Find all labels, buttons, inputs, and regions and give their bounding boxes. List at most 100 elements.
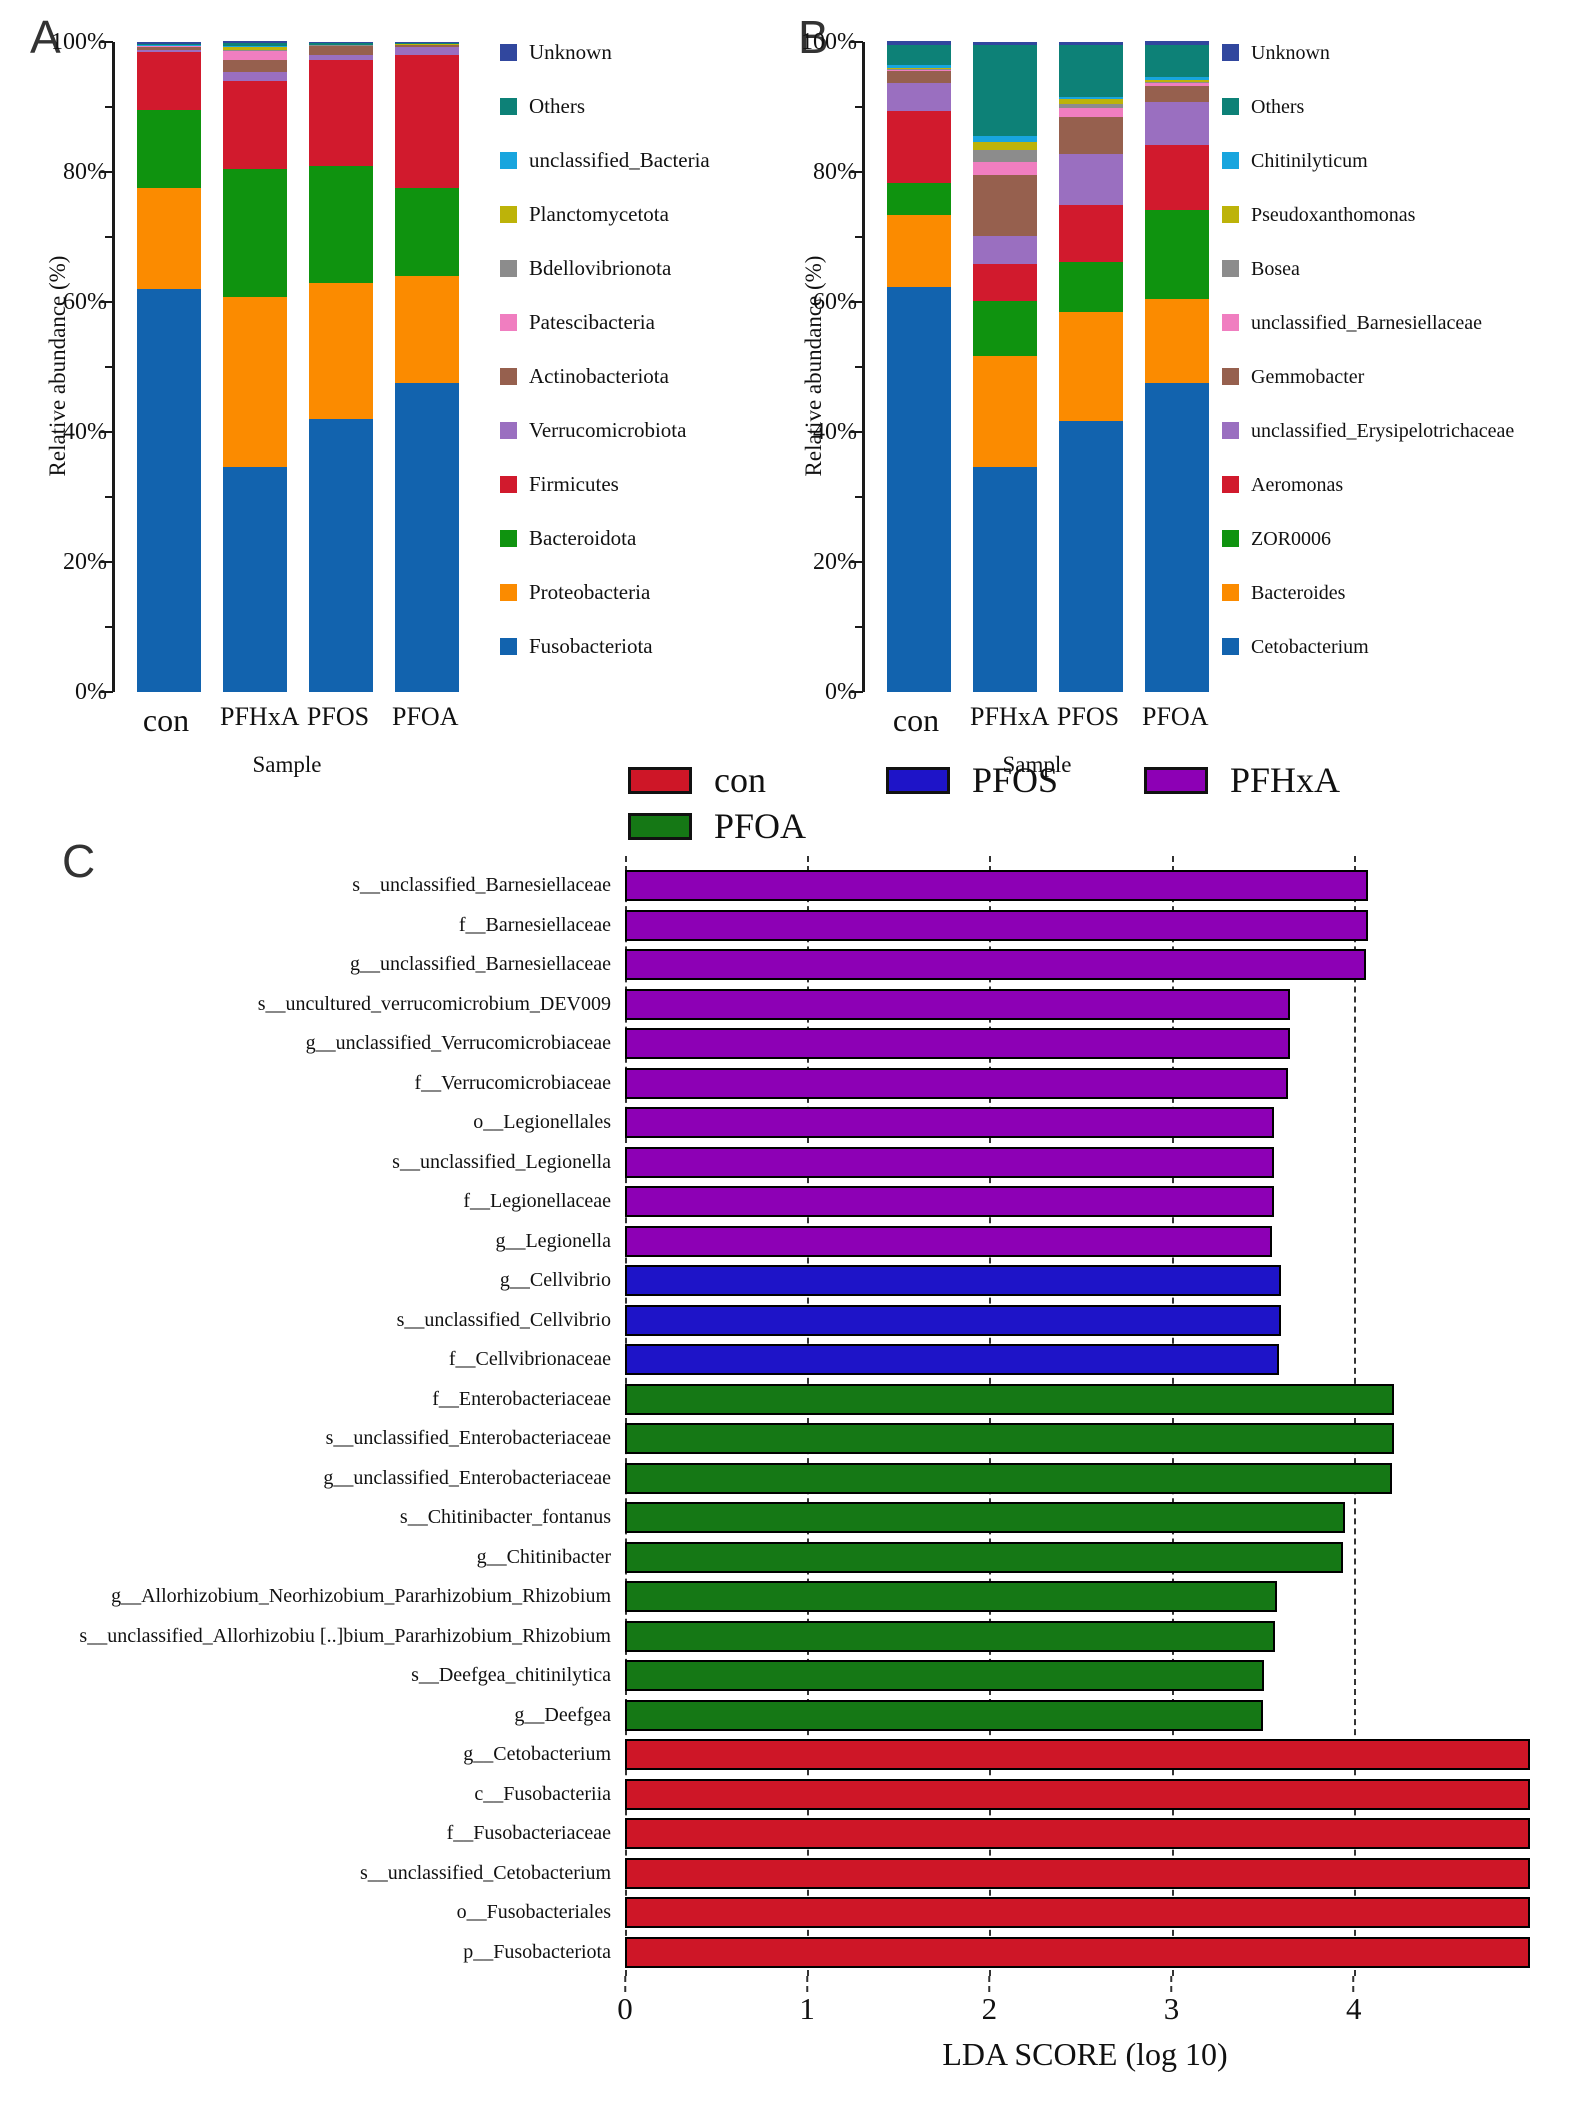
legend-label: Verrucomicrobiota (529, 418, 687, 442)
lda-row: o__Legionellales (40, 1103, 1545, 1143)
legend-swatch-icon (500, 368, 517, 385)
segment-Bacteroides (887, 214, 951, 288)
lda-row: f__Legionellaceae (40, 1182, 1545, 1222)
lda-row-label: s__Chitinibacter_fontanus (399, 1506, 611, 1529)
lda-legend-label: PFHxA (1230, 760, 1341, 800)
legend-item-Unknown: Unknown (500, 42, 710, 63)
lda-row-label: g__Deefgea (514, 1703, 611, 1726)
lda-bar-PFOA (625, 1383, 1394, 1415)
y-tick-mark (850, 171, 863, 173)
lda-row-label: c__Fusobacteriia (474, 1782, 611, 1805)
legend-swatch-icon (1222, 422, 1239, 439)
x-category-label: PFOS (306, 702, 370, 731)
panel-c-label: C (62, 835, 96, 887)
legend-swatch-icon (500, 152, 517, 169)
legend-item-Pseudoxanthomonas: Pseudoxanthomonas (1222, 203, 1514, 226)
segment-Unknown (1145, 41, 1209, 45)
segment-Others (309, 43, 373, 45)
lda-row: g__Deefgea (40, 1696, 1545, 1736)
lda-row-label: p__Fusobacteriota (463, 1940, 611, 1963)
lda-row: s__unclassified_Enterobacteriaceae (40, 1419, 1545, 1459)
segment-Unknown (887, 41, 951, 45)
stacked-bar-PFHxA (973, 42, 1037, 692)
lda-bar-track (625, 1423, 1545, 1455)
segment-Verrucomicrobiota (137, 49, 201, 52)
gridline-2 (989, 856, 992, 1976)
lda-bar-track (625, 1660, 1545, 1692)
segment-ZOR0006 (1145, 210, 1209, 299)
lda-bar-track (625, 1699, 1545, 1731)
lda-row: s__unclassified_Allorhizobiu [..]bium_Pa… (40, 1617, 1545, 1657)
lda-row-label: g__Legionella (495, 1229, 611, 1252)
lda-bar-PFOA (625, 1462, 1392, 1494)
segment-Gemmobacter (1145, 85, 1209, 103)
segment-Pseudoxanthomonas (887, 68, 951, 70)
segment-Bacteroidota (137, 109, 201, 188)
lda-legend-swatch-icon (628, 812, 692, 840)
segment-Gemmobacter (887, 71, 951, 83)
lda-bar-track (625, 1778, 1545, 1810)
segment-Unknown (973, 42, 1037, 46)
segment-Others (395, 43, 459, 45)
lda-row-label: s__unclassified_Cellvibrio (396, 1308, 611, 1331)
legend-swatch-icon (500, 44, 517, 61)
legend-swatch-icon (500, 422, 517, 439)
segment-unclassified_Erysipelotrichaceae (973, 236, 1037, 265)
lda-x-tick-label: 0 (617, 1991, 633, 2026)
panel-a-x-axis-title: Sample (252, 752, 322, 777)
lda-row: f__Enterobacteriaceae (40, 1380, 1545, 1420)
y-tick-label: 100% (51, 29, 107, 55)
y-tick-mark (850, 301, 863, 303)
segment-Aeromonas (1059, 204, 1123, 262)
panel-b-x-axis-title: Sample (1002, 752, 1072, 777)
segment-Chitinilyticum (887, 64, 951, 69)
legend-label: Pseudoxanthomonas (1251, 203, 1416, 226)
y-minor-tick-mark (855, 106, 863, 108)
legend-item-Others: Others (1222, 97, 1514, 117)
stacked-bar-con (887, 41, 951, 692)
lda-bar-track (625, 1344, 1545, 1376)
segment-unclassified_Barnesiellaceae (1059, 107, 1123, 117)
segment-Cetobacterium (1145, 383, 1209, 692)
lda-row: g__Cetobacterium (40, 1735, 1545, 1775)
segment-ZOR0006 (973, 301, 1037, 356)
segment-Bacteroidota (395, 188, 459, 276)
segment-Bdellovibrionota (223, 49, 287, 51)
legend-item-unclassified_Barnesiellaceae: unclassified_Barnesiellaceae (1222, 313, 1514, 333)
segment-Actinobacteriota (309, 45, 373, 56)
lda-row-label: o__Legionellales (473, 1111, 611, 1134)
lda-row-label: s__unclassified_Allorhizobiu [..]bium_Pa… (79, 1624, 611, 1647)
lda-x-tick-label: 1 (799, 1991, 815, 2026)
y-tick-label: 60% (813, 289, 857, 315)
segment-Firmicutes (223, 81, 287, 169)
legend-swatch-icon (1222, 530, 1239, 547)
legend-label: Bosea (1251, 257, 1300, 280)
segment-Bacteroides (1145, 298, 1209, 384)
legend-label: Bacteroidota (529, 526, 637, 550)
y-tick-mark (850, 691, 863, 693)
lda-bar-track (625, 1620, 1545, 1652)
panel-b-legend: Unknown Others Chitinilyticum Pseudoxanthom… (1222, 43, 1514, 692)
legend-item-Bosea: Bosea (1222, 257, 1514, 280)
legend-item-Cetobacterium: Cetobacterium (1222, 637, 1514, 657)
legend-item-unclassified_Erysipelotrichaceae: unclassified_Erysipelotrichaceae (1222, 421, 1514, 441)
legend-swatch-icon (500, 206, 517, 223)
y-minor-tick-mark (855, 236, 863, 238)
lda-bar-PFOA (625, 1423, 1394, 1455)
y-tick-label: 40% (63, 419, 107, 445)
legend-swatch-icon (1222, 638, 1239, 655)
legend-item-Aeromonas: Aeromonas (1222, 475, 1514, 495)
y-tick-label: 60% (63, 289, 107, 315)
lda-row: p__Fusobacteriota (40, 1933, 1545, 1973)
lda-bar-PFHxA (625, 909, 1369, 941)
lda-bar-track (625, 1383, 1545, 1415)
legend-item-Bacteroides: Bacteroides (1222, 583, 1514, 603)
segment-ZOR0006 (1059, 261, 1123, 312)
legend-item-unclassified_Bacteria: unclassified_Bacteria (500, 150, 710, 171)
legend-item-Bdellovibrionota: Bdellovibrionota (500, 258, 710, 279)
lda-legend-item-PFHxA: PFHxA (1144, 762, 1402, 798)
segment-Aeromonas (887, 110, 951, 184)
stacked-bar-con (137, 42, 201, 692)
lda-row-label: g__unclassified_Barnesiellaceae (350, 953, 611, 976)
lda-bar-track (625, 1028, 1545, 1060)
